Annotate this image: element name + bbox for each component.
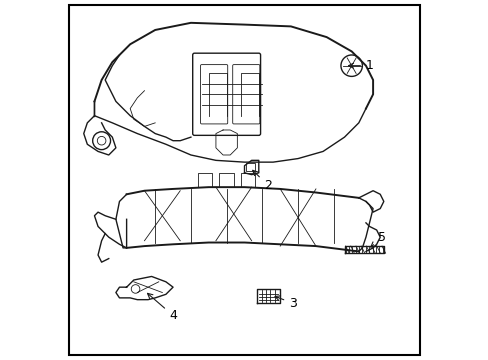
- Text: 3: 3: [274, 296, 296, 310]
- Text: 4: 4: [147, 293, 177, 322]
- Text: 2: 2: [252, 170, 271, 192]
- Text: 5: 5: [370, 231, 386, 247]
- Bar: [246, 163, 255, 171]
- Text: 1: 1: [348, 59, 373, 72]
